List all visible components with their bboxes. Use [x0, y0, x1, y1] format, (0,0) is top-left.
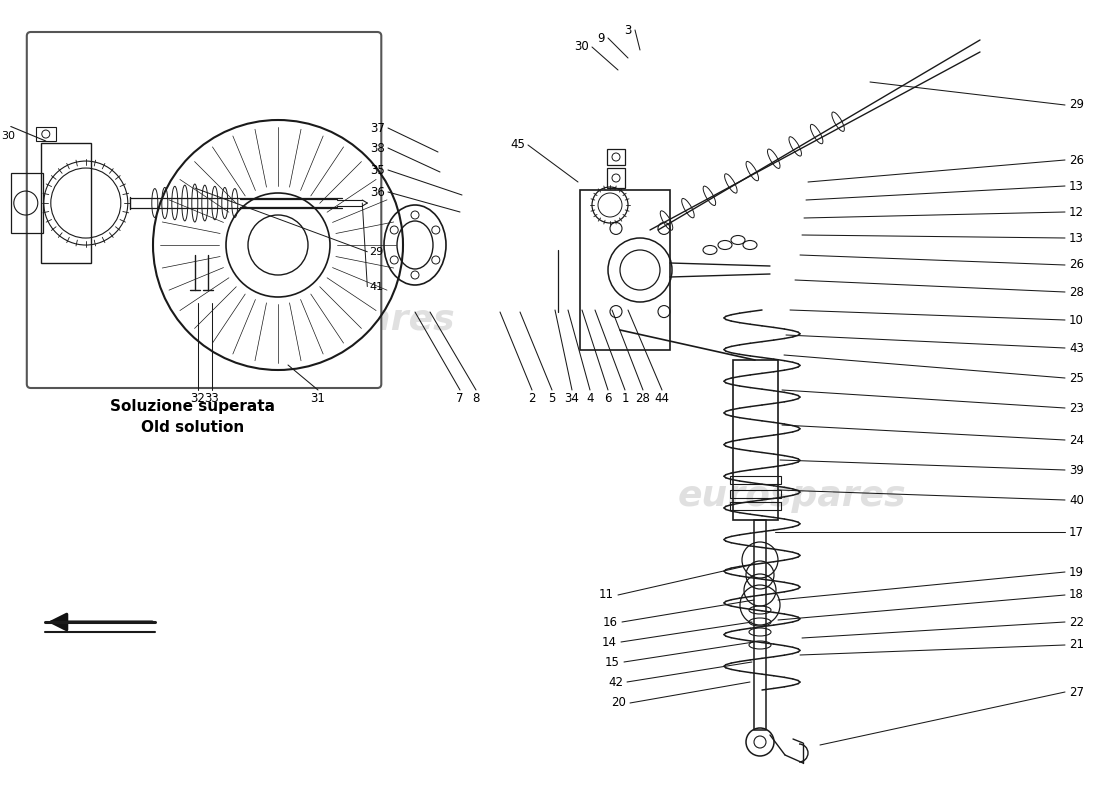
- Text: eurospares: eurospares: [678, 479, 906, 513]
- Text: Soluzione superata: Soluzione superata: [110, 399, 275, 414]
- Text: 43: 43: [1069, 342, 1084, 354]
- Text: 12: 12: [1069, 206, 1084, 218]
- Text: 17: 17: [1069, 526, 1084, 538]
- Text: 19: 19: [1069, 566, 1084, 578]
- Text: 2: 2: [528, 391, 536, 405]
- Text: 45: 45: [510, 138, 525, 151]
- Text: 42: 42: [608, 675, 623, 689]
- Text: 23: 23: [1069, 402, 1084, 414]
- Text: 44: 44: [654, 391, 670, 405]
- Text: 32: 32: [190, 391, 206, 405]
- Text: 30: 30: [574, 41, 589, 54]
- Text: 31: 31: [310, 391, 326, 405]
- Text: 15: 15: [605, 655, 620, 669]
- Text: 13: 13: [1069, 179, 1084, 193]
- Bar: [730, 476, 781, 484]
- Text: 18: 18: [1069, 589, 1084, 602]
- Text: 27: 27: [1069, 686, 1084, 698]
- Text: 20: 20: [612, 697, 626, 710]
- Text: 35: 35: [371, 163, 385, 177]
- Bar: [41, 143, 91, 263]
- Text: 21: 21: [1069, 638, 1084, 651]
- Text: 5: 5: [548, 391, 556, 405]
- Text: 4: 4: [586, 391, 594, 405]
- Text: 22: 22: [1069, 615, 1084, 629]
- Text: 13: 13: [1069, 231, 1084, 245]
- Text: 28: 28: [1069, 286, 1084, 298]
- Bar: [733, 360, 778, 520]
- Text: 34: 34: [564, 391, 580, 405]
- FancyBboxPatch shape: [26, 32, 382, 388]
- Text: 26: 26: [1069, 154, 1084, 166]
- Text: 3: 3: [625, 23, 632, 37]
- Text: 30: 30: [1, 131, 14, 142]
- Bar: [730, 502, 781, 510]
- Bar: [607, 149, 625, 165]
- Text: 6: 6: [604, 391, 612, 405]
- Text: 8: 8: [472, 391, 480, 405]
- Text: Old solution: Old solution: [141, 421, 244, 435]
- Bar: [11, 173, 43, 233]
- Text: 39: 39: [1069, 463, 1084, 477]
- Text: 29: 29: [1069, 98, 1084, 111]
- Text: 38: 38: [371, 142, 385, 154]
- Text: 7: 7: [456, 391, 464, 405]
- Text: 14: 14: [602, 635, 617, 649]
- Bar: [607, 168, 625, 188]
- Text: 41: 41: [370, 282, 384, 291]
- Text: 37: 37: [370, 122, 385, 134]
- Text: 33: 33: [205, 391, 219, 405]
- Text: 1: 1: [621, 391, 629, 405]
- Text: 11: 11: [600, 589, 614, 602]
- Text: 40: 40: [1069, 494, 1084, 506]
- Bar: [754, 520, 766, 730]
- Text: 9: 9: [597, 31, 605, 45]
- Text: 10: 10: [1069, 314, 1084, 326]
- Text: 26: 26: [1069, 258, 1084, 271]
- Text: eurospares: eurospares: [227, 303, 455, 337]
- Text: 25: 25: [1069, 371, 1084, 385]
- Text: 36: 36: [370, 186, 385, 198]
- Text: 24: 24: [1069, 434, 1084, 446]
- Bar: [36, 127, 56, 141]
- Bar: [730, 490, 781, 498]
- Text: 16: 16: [603, 615, 618, 629]
- Text: 28: 28: [636, 391, 650, 405]
- Text: 29: 29: [370, 246, 384, 257]
